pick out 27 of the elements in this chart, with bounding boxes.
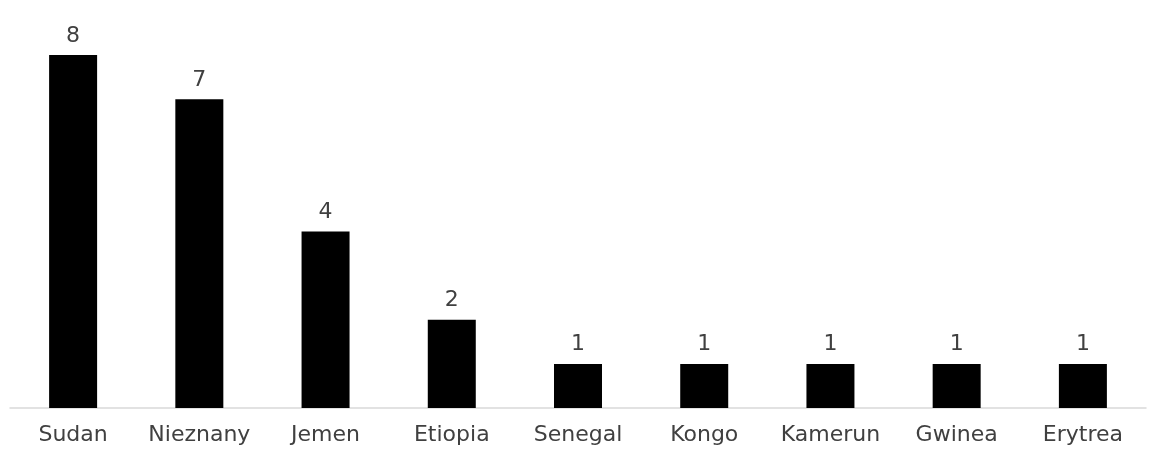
x-tick-label: Kamerun [780, 420, 881, 446]
data-label: 8 [66, 21, 81, 47]
x-tick-label: Gwinea [915, 420, 998, 446]
data-label: 1 [697, 330, 712, 356]
data-label: 1 [823, 330, 838, 356]
x-tick-label: Erytrea [1042, 420, 1123, 446]
bar [49, 55, 98, 408]
bar [301, 231, 350, 408]
data-label: 1 [1075, 330, 1090, 356]
bar [932, 363, 981, 408]
data-label: 4 [318, 198, 333, 223]
data-label: 2 [444, 286, 459, 312]
bar [175, 99, 224, 408]
data-label: 1 [949, 330, 964, 356]
x-tick-label: Senegal [533, 420, 623, 446]
x-tick-label: Nieznany [148, 420, 251, 446]
x-tick-label: Sudan [38, 420, 108, 446]
data-label: 1 [571, 330, 585, 356]
bar [680, 363, 729, 408]
x-tick-label: Kongo [670, 420, 739, 446]
bar [806, 363, 855, 408]
bar [554, 363, 602, 408]
x-tick-label: Etiopia [413, 420, 490, 446]
bar [1058, 363, 1107, 408]
data-label: 7 [192, 65, 207, 91]
x-tick-label: Jemen [289, 420, 361, 446]
bar [427, 319, 476, 408]
